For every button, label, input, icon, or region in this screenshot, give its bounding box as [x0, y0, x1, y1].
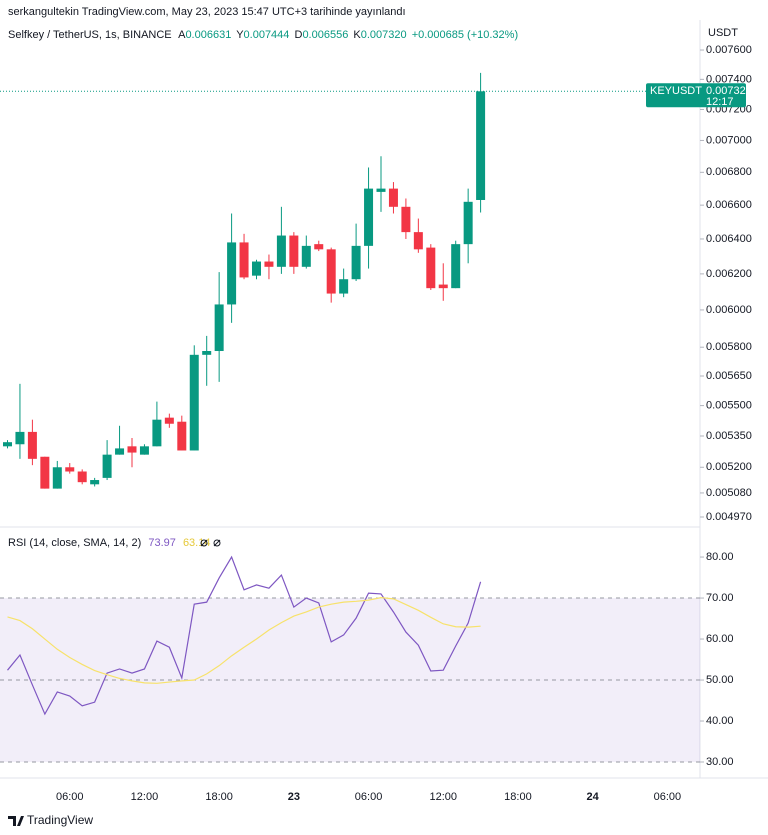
symbol-label: KEYUSDT — [650, 85, 702, 97]
y-tick-label: 30.00 — [706, 756, 734, 768]
candle-body — [276, 235, 286, 267]
y-tick-label: 80.00 — [706, 551, 734, 563]
y-tick-label: 0.007000 — [706, 134, 752, 146]
candle-body — [152, 419, 162, 447]
candle-body — [438, 284, 448, 289]
high-label: Y — [236, 29, 244, 41]
candle-body — [451, 244, 461, 289]
candle-body — [27, 431, 37, 459]
candle-body — [189, 354, 199, 451]
y-tick-label: 60.00 — [706, 633, 734, 645]
candle-body — [252, 261, 261, 276]
x-tick-label: 23 — [288, 791, 300, 803]
x-tick-label: 18:00 — [205, 791, 233, 803]
candle-body — [40, 456, 50, 489]
y-tick-label: 0.007400 — [706, 73, 752, 85]
candle-body — [413, 232, 423, 250]
open-label: A — [178, 29, 186, 41]
y-tick-label: 0.006400 — [706, 233, 752, 245]
publisher: serkangultekin TradingView.com, May 23, … — [8, 6, 406, 18]
x-tick-label: 12:00 — [131, 791, 159, 803]
candle-body — [289, 235, 299, 267]
brand: TradingView — [8, 813, 93, 827]
candle-body — [426, 247, 436, 289]
candle-body — [476, 91, 486, 200]
y-tick-label: 0.006800 — [706, 166, 752, 178]
y-tick-label: 0.007600 — [706, 44, 752, 56]
low-value: 0.006556 — [302, 29, 348, 41]
low-label: D — [294, 29, 302, 41]
currency: USDT — [708, 27, 738, 39]
candle-body — [227, 242, 237, 305]
y-tick-label: 0.005800 — [706, 341, 752, 353]
y-tick-label: 50.00 — [706, 674, 734, 686]
y-tick-label: 0.005080 — [706, 487, 752, 499]
candle-body — [164, 417, 174, 424]
y-tick-label: 0.005350 — [706, 430, 752, 442]
last-price-label: 0.007320 — [706, 85, 752, 97]
rsi-sma-value: 63.14 — [183, 537, 211, 549]
plot — [3, 72, 486, 489]
y-tick-label: 0.005500 — [706, 400, 752, 412]
candle-body — [339, 279, 349, 294]
candle-body — [326, 249, 336, 294]
candle-body — [202, 351, 212, 355]
candle-body — [301, 245, 311, 267]
y-tick-label: 0.006600 — [706, 199, 752, 211]
candle-body — [264, 261, 274, 267]
candle-body — [127, 446, 137, 453]
candle-body — [376, 188, 386, 192]
y-tick-label: 70.00 — [706, 592, 734, 604]
rsi-title: RSI (14, close, SMA, 14, 2) — [8, 537, 141, 549]
candle-body — [90, 480, 100, 485]
candle-body — [3, 442, 12, 447]
y-tick-label: 40.00 — [706, 715, 734, 727]
close-value: 0.007320 — [361, 29, 407, 41]
change: +0.000685 (+10.32%) — [412, 29, 518, 41]
x-tick-label: 06:00 — [355, 791, 383, 803]
plot — [0, 555, 700, 763]
y-tick-label: 0.006200 — [706, 268, 752, 280]
y-tick-label: 0.005200 — [706, 461, 752, 473]
candle-body — [65, 467, 75, 472]
candle-body — [115, 448, 125, 455]
close-label: K — [353, 29, 361, 41]
x-tick-label: 24 — [587, 791, 600, 803]
countdown: 12:17 — [706, 96, 734, 108]
candle-body — [351, 245, 361, 280]
last-price-box — [646, 83, 746, 108]
y-tick-label: 0.006000 — [706, 304, 752, 316]
x-tick-label: 06:00 — [56, 791, 84, 803]
y-tick-label: 0.004970 — [706, 511, 752, 523]
x-tick-label: 06:00 — [654, 791, 682, 803]
symbol-legend: Selfkey / TetherUS, 1s, BINANCE A0.00663… — [8, 29, 518, 41]
candle-body — [102, 454, 112, 478]
rsi-line — [7, 597, 481, 684]
candle-body — [52, 467, 62, 489]
candle-body — [77, 471, 87, 483]
open-value: 0.006631 — [185, 29, 231, 41]
brand-name: TradingView — [27, 813, 93, 827]
rsi-line — [7, 555, 482, 716]
candle-body — [388, 188, 398, 207]
candle-body — [463, 201, 473, 245]
chart-title: Selfkey / TetherUS, 1s, BINANCE — [8, 29, 172, 41]
candle-body — [364, 188, 374, 246]
visibility-icons[interactable] — [200, 539, 221, 547]
x-tick-label: 18:00 — [504, 791, 532, 803]
rsi-value: 73.97 — [148, 537, 176, 549]
candle-body — [401, 206, 411, 233]
high-value: 0.007444 — [244, 29, 290, 41]
candle-body — [314, 244, 324, 250]
x-tick-label: 12:00 — [429, 791, 457, 803]
candle-body — [214, 304, 224, 352]
candle-body — [177, 421, 187, 451]
candle-body — [239, 242, 249, 278]
candle-body — [139, 446, 149, 455]
candle-body — [15, 431, 25, 445]
y-tick-label: 0.005650 — [706, 370, 752, 382]
